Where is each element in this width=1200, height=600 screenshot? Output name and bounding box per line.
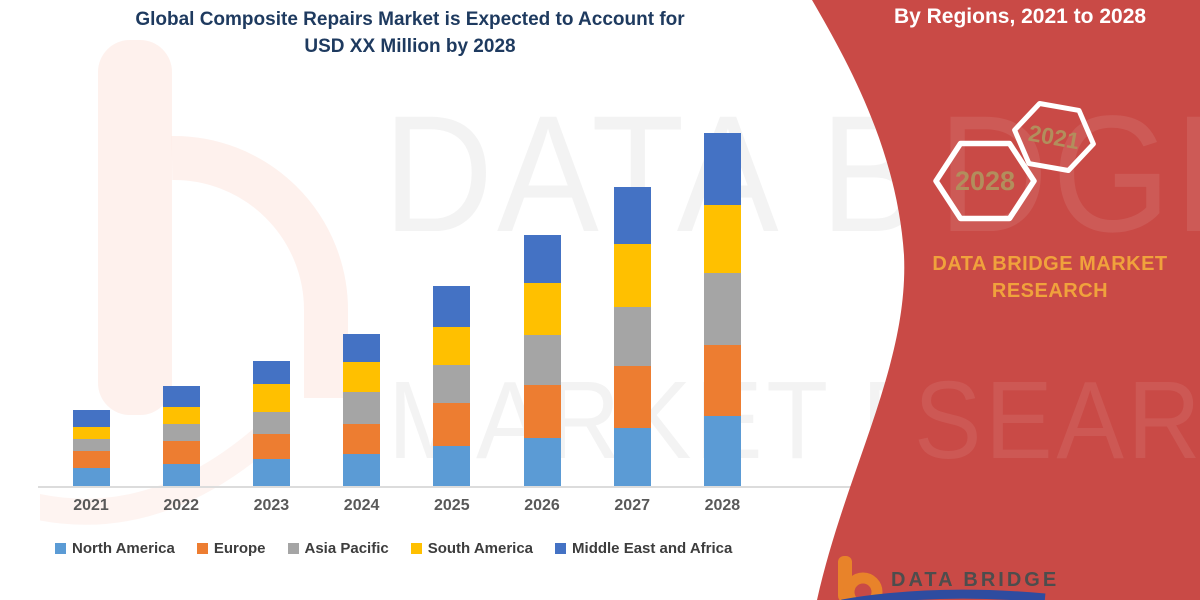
legend-label-south-america: South America [427, 540, 534, 557]
x-axis-label-2024: 2024 [343, 497, 380, 514]
footer-logo-text: DATA BRIDGE [891, 569, 1060, 591]
bar-segment-middle-east-and-africa-2024 [343, 334, 381, 362]
bar-segment-asia-pacific-2025 [433, 365, 471, 403]
banner-red-background [812, 0, 1200, 600]
bar-segment-north-america-2025 [433, 446, 471, 486]
bar-segment-north-america-2026 [523, 438, 561, 486]
bar-segment-europe-2021 [72, 451, 110, 468]
brand-name-line2: RESEARCH [991, 280, 1109, 302]
bar-segment-north-america-2028 [703, 416, 741, 486]
x-axis-label-2022: 2022 [163, 497, 199, 514]
bar-segment-north-america-2024 [343, 454, 381, 486]
bar-segment-south-america-2026 [523, 283, 561, 335]
bar-segment-asia-pacific-2028 [703, 273, 741, 345]
legend: North America Europe Asia Pacific South Ame… [55, 540, 732, 557]
bar-segment-south-america-2022 [162, 407, 200, 424]
bar-segment-middle-east-and-africa-2027 [613, 187, 651, 244]
hexagon-2028-label: 2028 [955, 166, 1015, 196]
legend-swatch-middle-east-and-africa [555, 543, 567, 554]
bar-segment-asia-pacific-2021 [72, 439, 110, 451]
hexagon-2028 [933, 140, 1037, 222]
x-axis-line [38, 486, 860, 488]
legend-swatch-north-america [55, 543, 66, 554]
brand-name: DATA BRIDGE MARKET RESEARCH [920, 253, 1180, 303]
watermark-b-logo [40, 40, 348, 525]
x-axis-label-2025: 2025 [434, 497, 470, 514]
bar-segment-north-america-2022 [162, 464, 200, 486]
bar-segment-middle-east-and-africa-2021 [72, 410, 110, 427]
chart-title-line2: USD XX Million by 2028 [304, 36, 516, 57]
bar-segment-south-america-2028 [703, 205, 741, 273]
bar-segment-middle-east-and-africa-2028 [703, 133, 741, 205]
bar-segment-middle-east-and-africa-2022 [162, 386, 200, 407]
bar-segment-north-america-2027 [613, 428, 651, 486]
bar-segment-europe-2027 [613, 366, 651, 428]
x-axis-label-2023: 2023 [253, 497, 290, 514]
chart-title-line1: Global Composite Repairs Market is Expec… [135, 9, 685, 30]
x-axis-label-2027: 2027 [614, 497, 650, 514]
legend-swatch-asia-pacific [287, 543, 299, 554]
bar-segment-asia-pacific-2026 [523, 335, 561, 385]
legend-label-north-america: North America [72, 540, 175, 557]
legend-item-europe: Europe [196, 540, 266, 557]
bar-segment-south-america-2023 [252, 384, 290, 412]
legend-swatch-south-america [410, 543, 422, 554]
bar-segment-europe-2024 [343, 424, 381, 454]
watermark-text-line2-on-red: SEARCH [914, 359, 1200, 482]
bar-segment-asia-pacific-2024 [343, 392, 381, 424]
bar-segment-europe-2025 [433, 403, 471, 446]
legend-label-middle-east-and-africa: Middle East and Africa [572, 540, 733, 557]
bar-segment-europe-2023 [252, 434, 290, 459]
legend-label-asia-pacific: Asia Pacific [304, 540, 389, 557]
bar-segment-europe-2028 [703, 345, 741, 416]
legend-item-south-america: South America [410, 540, 534, 557]
bar-segment-north-america-2021 [72, 468, 110, 486]
bar-segment-south-america-2027 [613, 244, 651, 307]
bar-segment-south-america-2025 [433, 327, 471, 365]
bar-segment-north-america-2023 [252, 459, 290, 486]
hexagon-2021-label: 2021 [1027, 120, 1082, 155]
footer-logo-b-icon [838, 556, 1046, 600]
banner-heading: By Regions, 2021 to 2028 [893, 5, 1147, 28]
brand-name-line1: DATA BRIDGE MARKET [932, 253, 1168, 275]
legend-item-asia-pacific: Asia Pacific [287, 540, 389, 557]
legend-swatch-europe [196, 543, 208, 554]
footer-logo-blue-ribbon [841, 589, 1046, 600]
legend-item-middle-east-and-africa: Middle East and Africa [555, 540, 732, 557]
bar-segment-asia-pacific-2027 [613, 307, 651, 366]
bar-segment-south-america-2024 [343, 362, 381, 392]
bar-segment-south-america-2021 [72, 427, 110, 439]
bar-segment-middle-east-and-africa-2025 [433, 286, 471, 327]
legend-label-europe: Europe [213, 540, 266, 557]
bar-segment-middle-east-and-africa-2026 [523, 235, 561, 283]
chart-title: Global Composite Repairs Market is Expec… [15, 6, 805, 60]
bar-segment-europe-2022 [162, 441, 200, 464]
x-axis-label-2028: 2028 [704, 497, 741, 514]
stacked-bar-plot: 2021 2022 2023 2024 2025 2026 2027 2028 [38, 133, 860, 514]
legend-item-north-america: North America [55, 540, 175, 557]
x-axis-label-2021: 2021 [73, 497, 109, 514]
bar-segment-asia-pacific-2022 [162, 424, 200, 441]
watermark-text-line1-on-red: DGE [938, 82, 1200, 267]
bar-segment-europe-2026 [523, 385, 561, 438]
bar-segment-middle-east-and-africa-2023 [252, 361, 290, 384]
x-axis-label-2026: 2026 [524, 497, 560, 514]
bar-segment-asia-pacific-2023 [252, 412, 290, 434]
